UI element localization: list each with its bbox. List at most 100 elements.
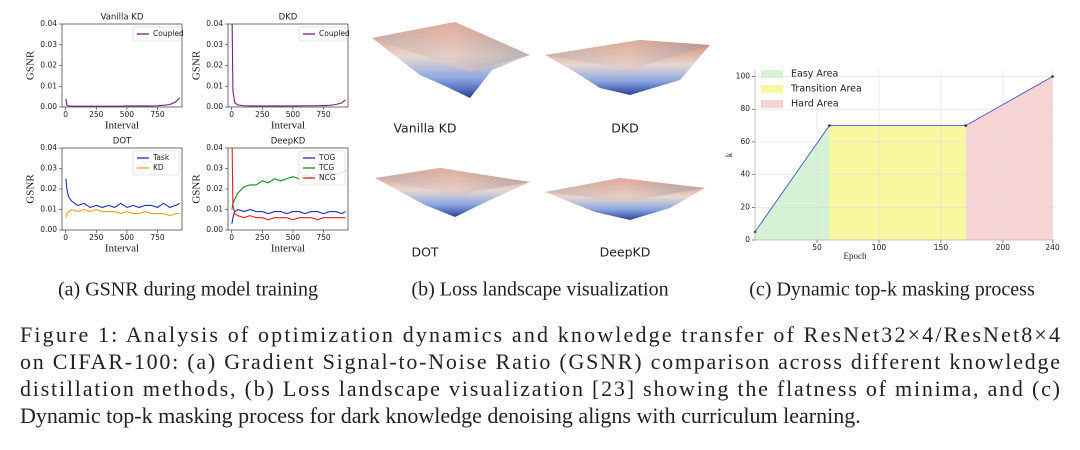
y-tick-label: 0.00	[206, 102, 223, 111]
x-tick-label: 200	[996, 243, 1011, 252]
x-tick-label: 250	[89, 233, 104, 242]
y-tick-label: 0.01	[206, 205, 223, 214]
y-tick-label: 0.02	[206, 184, 223, 193]
x-tick-label: 0	[63, 110, 68, 119]
y-tick-label: 0.01	[206, 81, 223, 90]
y-tick-label: 0.03	[206, 40, 223, 49]
legend-box	[132, 26, 180, 42]
x-tick-label: 0	[229, 110, 234, 119]
legend-swatch	[761, 85, 783, 93]
x-tick-label: 750	[316, 110, 331, 119]
y-axis-label: GSNR	[25, 50, 37, 80]
legend-label: TOG	[318, 153, 335, 162]
y-tick-label: 0.01	[40, 205, 57, 214]
plot-frame	[61, 147, 183, 231]
data-line	[65, 97, 180, 107]
y-tick-label: 0.04	[206, 143, 223, 152]
y-tick-label: 60	[740, 137, 750, 146]
x-tick-label: 100	[872, 243, 887, 252]
topk-chart: 50 100 150 200 240 0 20 40 60 80 100 Epoch k Easy Are…	[724, 69, 1060, 262]
surface	[545, 40, 710, 70]
x-tick-label: 0	[63, 233, 68, 242]
x-tick-label: 500	[120, 233, 135, 242]
plot-frame	[227, 147, 349, 231]
data-point	[964, 124, 968, 127]
legend-label: Transition Area	[790, 84, 862, 95]
data-line	[231, 24, 346, 107]
y-tick-label: 0.00	[40, 102, 57, 111]
legend-box	[298, 150, 346, 186]
y-tick-label: 0.02	[40, 61, 57, 70]
x-tick-label: 500	[286, 110, 301, 119]
y-tick-label: 20	[740, 202, 750, 211]
legend-box	[298, 26, 346, 42]
chart-title: DKD	[279, 13, 298, 23]
x-axis-label: Epoch	[844, 251, 867, 261]
legend-label: TCG	[318, 163, 334, 172]
legend-swatch	[761, 70, 783, 78]
landscape-label: DeepKD	[600, 245, 651, 260]
x-tick-label: 750	[316, 233, 331, 242]
legend-swatch	[761, 100, 783, 108]
x-tick-label: 250	[89, 110, 104, 119]
legend-label: Hard Area	[791, 99, 839, 110]
data-point	[1051, 75, 1054, 78]
x-axis-label: Interval	[105, 120, 139, 132]
x-tick-label: 500	[286, 233, 301, 242]
x-axis-label: Interval	[105, 243, 139, 255]
gsnr-chart: 0 250 500 750 0.00 0.01 0.02 0.03 0.04 DeepKD Inte…	[191, 137, 349, 255]
data-line	[65, 208, 180, 218]
legend-label: Easy Area	[791, 69, 838, 80]
x-tick-label: 0	[229, 233, 234, 242]
landscape-label: DKD	[611, 121, 638, 136]
x-tick-label: 250	[255, 110, 270, 119]
x-tick-label: 240	[1045, 243, 1060, 252]
data-line	[231, 148, 346, 221]
legend: Coupled	[132, 26, 184, 42]
y-tick-label: 0.02	[40, 184, 57, 193]
caption-line: on CIFAR-100: (a) Gradient Signal-to-Noi…	[20, 349, 1060, 374]
y-tick-label: 0.02	[206, 61, 223, 70]
y-tick-label: 0.04	[206, 19, 223, 28]
x-axis-label: Interval	[271, 120, 305, 132]
surface	[545, 178, 705, 202]
subcaption: (c) Dynamic top-k masking process	[749, 279, 1035, 301]
subcaption: (b) Loss landscape visualization	[411, 279, 668, 301]
x-tick-label: 50	[812, 243, 822, 252]
caption-line: Figure 1: Analysis of optimization dynam…	[20, 322, 1060, 347]
y-tick-label: 0	[745, 235, 750, 244]
data-point	[828, 124, 831, 127]
x-tick-label: 750	[150, 233, 165, 242]
legend-label: Coupled	[153, 29, 184, 38]
gsnr-chart: 0 250 500 750 0.00 0.01 0.02 0.03 0.04 DOT Interva…	[25, 137, 183, 255]
legend: Coupled	[298, 26, 350, 42]
y-tick-label: 0.04	[40, 143, 57, 152]
legend-box	[132, 150, 180, 176]
legend-label: KD	[153, 163, 164, 172]
plot-frame	[61, 23, 183, 108]
legend-label: NCG	[319, 173, 336, 182]
gsnr-chart: 0 250 500 750 0.00 0.01 0.02 0.03 0.04 Vanilla KD…	[25, 13, 185, 132]
y-axis-label: GSNR	[191, 174, 203, 204]
chart-title: Vanilla KD	[101, 13, 144, 23]
subcaption: (a) GSNR during model training	[58, 279, 318, 301]
gsnr-chart: 0 250 500 750 0.00 0.01 0.02 0.03 0.04 DKD Interva…	[191, 13, 351, 132]
region-fill	[829, 125, 966, 240]
surface	[372, 22, 530, 72]
x-tick-label: 150	[934, 243, 949, 252]
region-fill	[965, 76, 1053, 240]
y-tick-label: 80	[740, 104, 750, 113]
x-tick-label: 250	[255, 233, 270, 242]
y-tick-label: 40	[740, 170, 750, 179]
y-axis-label: GSNR	[191, 50, 203, 80]
caption-line: distillation methods, (b) Loss landscape…	[20, 376, 1060, 401]
legend-label: Task	[152, 153, 170, 162]
plot-frame	[227, 23, 349, 108]
chart-title: DOT	[113, 137, 132, 147]
data-line	[231, 208, 346, 224]
